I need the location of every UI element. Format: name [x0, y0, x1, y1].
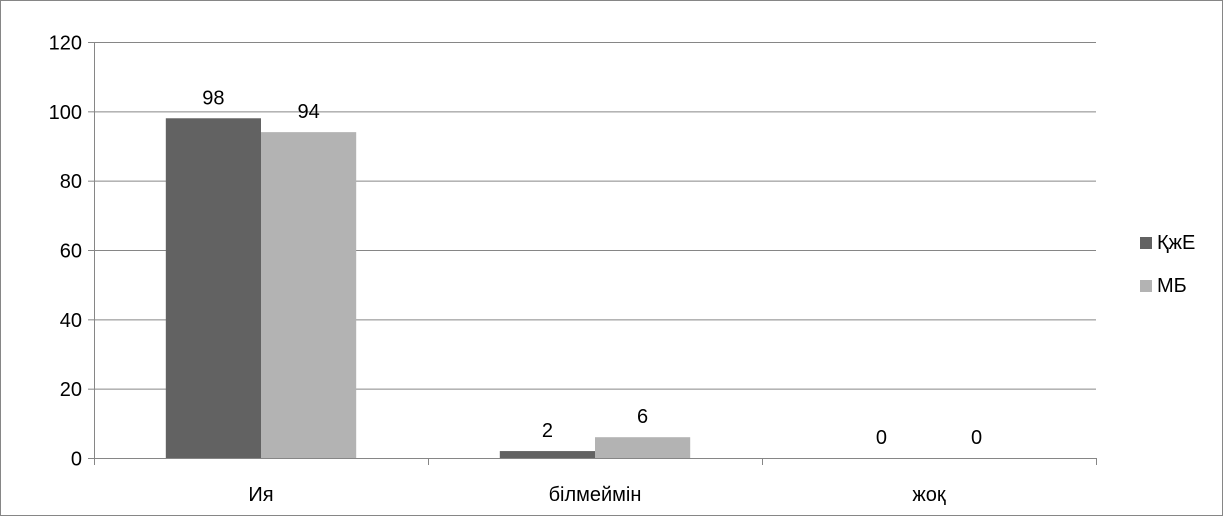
- bar-series1: [165, 118, 261, 459]
- legend-label: МБ: [1157, 275, 1187, 297]
- legend-swatch: [1140, 237, 1152, 249]
- bar-series2: [595, 437, 691, 458]
- data-label: 2: [542, 420, 553, 442]
- x-category-label: білмеймін: [549, 484, 642, 506]
- y-tick-label: 120: [49, 33, 82, 55]
- bar-series2: [261, 132, 357, 458]
- y-tick-label: 0: [71, 449, 82, 471]
- y-tick-label: 20: [60, 379, 82, 401]
- bar-series1: [499, 451, 595, 458]
- y-tick-label: 40: [60, 310, 82, 332]
- y-tick-label: 60: [60, 241, 82, 263]
- x-category-label: Ия: [248, 484, 273, 506]
- data-label: 6: [637, 406, 648, 428]
- x-category-label: жоқ: [912, 484, 946, 506]
- legend-label: ҚжЕ: [1157, 232, 1195, 254]
- y-tick-label: 100: [49, 102, 82, 124]
- data-label: 98: [202, 87, 224, 109]
- data-label: 0: [876, 427, 887, 449]
- data-label: 0: [971, 427, 982, 449]
- data-label: 94: [297, 101, 319, 123]
- y-tick-label: 80: [60, 171, 82, 193]
- legend-swatch: [1140, 280, 1152, 292]
